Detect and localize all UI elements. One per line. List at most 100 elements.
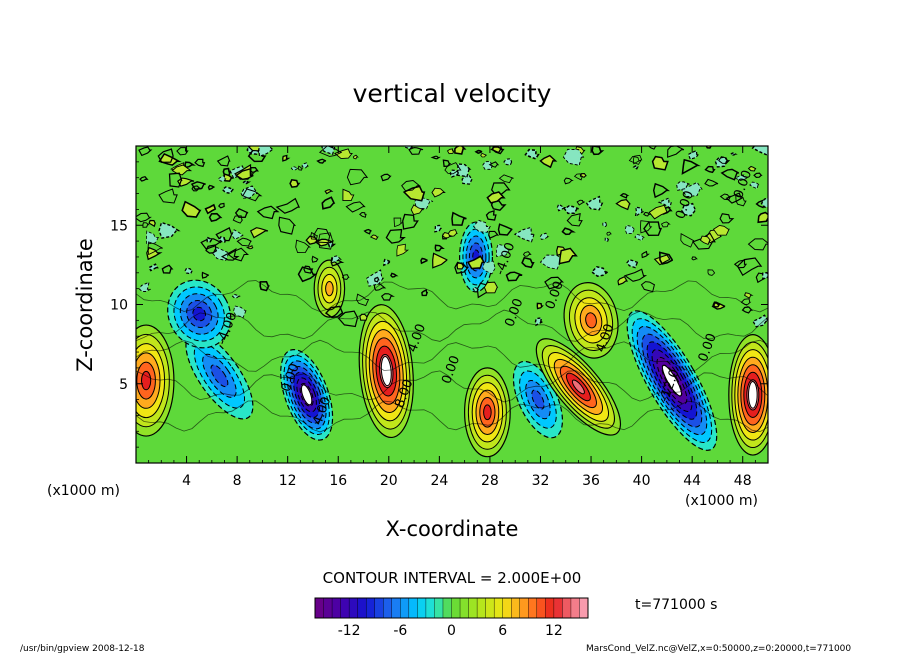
turbulence-contour [410, 204, 424, 216]
turbulence-contour [680, 233, 695, 248]
turbulence-contour [217, 236, 227, 243]
colorbar-cell [519, 597, 529, 619]
turbulence-contour [200, 238, 222, 250]
turbulence-contour [147, 263, 159, 272]
extreme-core [661, 364, 682, 397]
turbulence-contour [136, 212, 152, 223]
turbulence-contour [634, 233, 646, 242]
turbulence-contour [431, 187, 446, 198]
x-tick-label: 40 [633, 473, 651, 489]
x-tick-label: 20 [380, 473, 398, 489]
turbulence-contour [725, 192, 744, 204]
turbulence-contour [503, 158, 513, 166]
turbulence-contour [485, 209, 497, 221]
turbulence-contour [707, 269, 716, 276]
extreme-core [301, 384, 313, 406]
turbulence-contour [434, 224, 442, 233]
turbulence-contour [145, 230, 159, 245]
turbulence-contour [718, 156, 731, 164]
colorbar-cell [374, 597, 384, 619]
turbulence-contour [536, 302, 544, 310]
turbulence-contour [446, 148, 455, 155]
turbulence-contour [139, 176, 149, 182]
colorbar-cell [553, 597, 563, 619]
turbulence-contour [383, 258, 391, 267]
turbulence-contour [749, 181, 761, 190]
contour-band [483, 404, 492, 421]
turbulence-contour [736, 257, 763, 277]
turbulence-contour [147, 241, 163, 256]
contour-band [531, 389, 545, 410]
colorbar-cell [511, 597, 521, 619]
turbulence-contour [297, 165, 303, 171]
turbulence-contour [246, 244, 254, 250]
turbulence-contour [733, 174, 748, 181]
turbulence-contour [544, 276, 564, 290]
turbulence-contour [259, 281, 270, 292]
turbulence-contour [235, 168, 254, 180]
turbulence-contour [330, 257, 345, 267]
colorbar-cell [323, 597, 333, 619]
turbulence-contour [138, 281, 151, 292]
turbulence-contour [681, 158, 701, 175]
turbulence-contour [628, 156, 642, 165]
x-tick-label: 12 [279, 473, 297, 489]
turbulence-contour [451, 211, 467, 226]
plot-area: -4.000.004.008.004.000.00-4.000.000.004.… [110, 145, 769, 489]
turbulence-contour [402, 213, 419, 230]
turbulence-contour [176, 147, 189, 156]
turbulence-contour [585, 195, 604, 211]
turbulence-contour [236, 237, 252, 247]
y-tick-label: 15 [110, 218, 128, 234]
turbulence-contour [733, 259, 748, 269]
y-tick-label: 10 [110, 298, 128, 314]
turbulence-contour [204, 203, 217, 215]
y-axis: 5 10 15 [110, 161, 768, 448]
turbulence-contour [735, 194, 747, 207]
turbulence-contour [346, 168, 369, 186]
turbulence-contour [740, 298, 752, 305]
contour-interval-label: CONTOUR INTERVAL = 2.000E+00 [323, 569, 582, 587]
turbulence-contour [454, 146, 467, 155]
turbulence-contour [634, 206, 644, 218]
turbulence-contour [142, 222, 150, 228]
turbulence-contour [207, 184, 215, 191]
colorbar-cell [400, 597, 410, 619]
turbulence-contour [461, 174, 474, 185]
turbulence-contour [432, 252, 448, 269]
colorbar-cell [340, 597, 350, 619]
colorbar-cell [502, 597, 512, 619]
turbulence-contour [615, 199, 632, 211]
turbulence-contour [753, 172, 763, 179]
colorbar-cell [459, 597, 470, 619]
turbulence-contour [138, 146, 153, 157]
turbulence-contour [231, 229, 244, 240]
turbulence-contour [313, 227, 331, 244]
turbulence-contour [456, 163, 472, 178]
turbulence-contour [216, 155, 231, 167]
contour-band [585, 312, 597, 329]
turbulence-contour [482, 260, 496, 275]
turbulence-contour [687, 149, 700, 160]
turbulence-contour [318, 232, 334, 250]
turbulence-contour [643, 211, 651, 217]
turbulence-contour [482, 160, 494, 170]
turbulence-contour [676, 181, 691, 191]
turbulence-contour [640, 220, 653, 234]
turbulence-contour [626, 258, 639, 269]
turbulence-contour [691, 256, 698, 261]
turbulence-contour [652, 182, 671, 199]
turbulence-contour [290, 166, 299, 171]
turbulence-contour [220, 247, 240, 261]
turbulence-contour [714, 156, 730, 168]
y-axis-label: Z-coordinate [73, 238, 97, 372]
turbulence-contour [657, 197, 673, 209]
colorbar [314, 597, 589, 619]
turbulence-contour [420, 257, 428, 265]
colorbar-tick-label: -12 [338, 623, 361, 639]
turbulence-contour [184, 267, 195, 275]
contour-line [136, 339, 768, 372]
turbulence-contour [513, 226, 535, 243]
turbulence-contour [334, 148, 354, 160]
turbulence-contour [181, 200, 202, 218]
